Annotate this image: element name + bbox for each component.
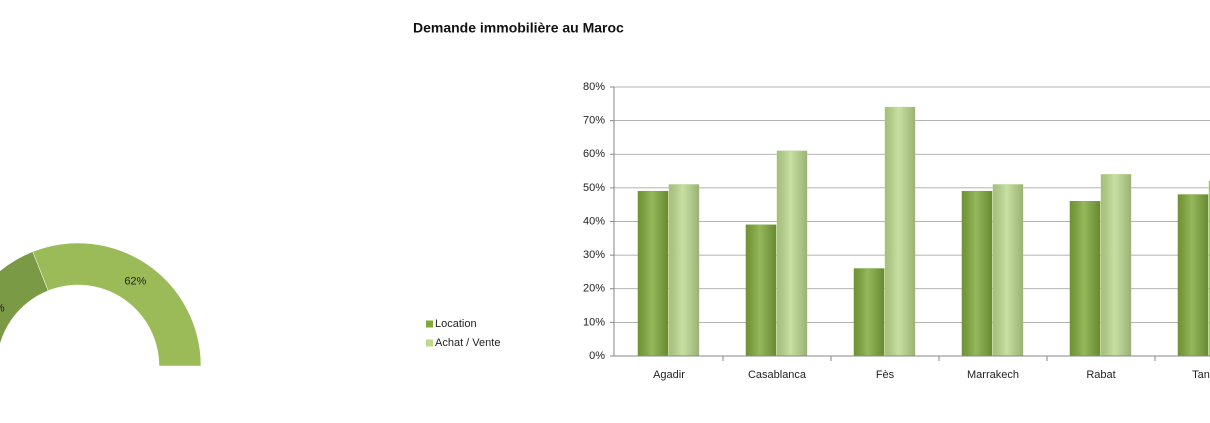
donut-segment: [32, 242, 202, 367]
y-tick-label: 10%: [583, 316, 605, 328]
bar: [961, 190, 993, 357]
y-tick-label: 80%: [583, 81, 605, 93]
data-label: 38%: [0, 303, 5, 315]
x-tick-label: Rabat: [1086, 369, 1115, 381]
bar: [1069, 201, 1101, 357]
y-tick-label: 40%: [583, 215, 605, 227]
x-tick-label: Marrakech: [967, 369, 1019, 381]
y-tick-label: 50%: [583, 182, 605, 194]
legend-marker: [426, 320, 433, 328]
x-tick-label: Agadir: [653, 369, 685, 381]
x-tick-label: Casablanca: [748, 369, 807, 381]
bar: [992, 184, 1024, 357]
legend-label: Location: [435, 318, 477, 330]
bar: [637, 190, 669, 357]
bar: [853, 268, 885, 357]
y-tick-label: 60%: [583, 148, 605, 160]
bar: [884, 106, 916, 357]
y-tick-label: 30%: [583, 249, 605, 261]
x-tick-label: Fès: [876, 369, 895, 381]
x-tick-label: Tanger: [1192, 369, 1210, 381]
data-label: 62%: [124, 276, 146, 288]
y-tick-label: 70%: [583, 115, 605, 127]
bar: [1100, 174, 1132, 357]
bar: [1177, 194, 1209, 357]
legend-label: Achat / Vente: [435, 337, 500, 349]
y-tick-label: 0%: [589, 350, 605, 362]
bar: [745, 224, 777, 357]
y-tick-label: 20%: [583, 283, 605, 295]
legend-marker: [426, 339, 433, 347]
bar: [668, 184, 700, 357]
chart-title: Demande immobilière au Maroc: [413, 20, 624, 36]
bar: [776, 150, 808, 357]
